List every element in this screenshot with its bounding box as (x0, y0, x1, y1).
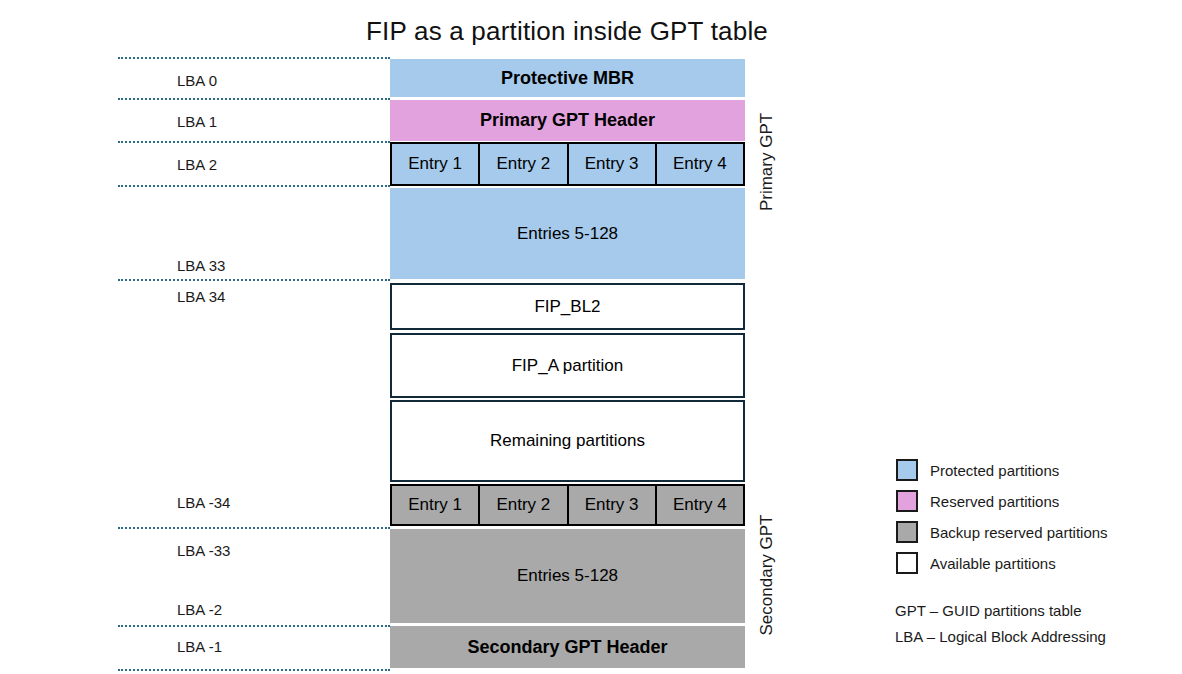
legend-label-protected: Protected partitions (930, 462, 1059, 479)
lba-label-2: LBA 2 (177, 156, 217, 174)
protected-swatch-icon (896, 459, 918, 481)
dotted-leader-line (118, 669, 390, 671)
reserved-swatch-icon (896, 490, 918, 512)
lba-label-neg-34: LBA -34 (177, 494, 230, 512)
block-secondary-entries-rest: Entries 5-128 (390, 529, 745, 623)
dotted-leader-line (118, 279, 390, 281)
lba-label-0: LBA 0 (177, 72, 217, 90)
legend-item-available: Available partitions (896, 552, 1108, 574)
block-secondary-gpt-header: Secondary GPT Header (390, 626, 745, 668)
dotted-leader-line (118, 527, 390, 529)
legend-item-reserved: Reserved partitions (896, 490, 1108, 512)
block-protective-mbr: Protective MBR (390, 59, 745, 97)
primary-entry-cell-3: Entry 3 (567, 142, 657, 186)
legend-item-protected: Protected partitions (896, 459, 1108, 481)
secondary-entry-cell-2: Entry 2 (478, 484, 568, 526)
primary-entry-cell-1: Entry 1 (390, 142, 480, 186)
secondary-entry-cell-1: Entry 1 (390, 484, 480, 526)
lba-label-1: LBA 1 (177, 113, 217, 131)
secondary-entry-cell-3: Entry 3 (567, 484, 657, 526)
dotted-leader-line (118, 185, 390, 187)
page-title: FIP as a partition inside GPT table (366, 16, 768, 47)
legend-item-backup: Backup reserved partitions (896, 521, 1108, 543)
primary-entry-row: Entry 1 Entry 2 Entry 3 Entry 4 (390, 142, 745, 186)
dotted-leader-line (118, 57, 390, 59)
secondary-gpt-side-label: Secondary GPT (757, 515, 777, 636)
legend: Protected partitions Reserved partitions… (896, 459, 1108, 583)
legend-label-available: Available partitions (930, 555, 1056, 572)
dotted-leader-line (118, 141, 390, 143)
secondary-entry-cell-4: Entry 4 (655, 484, 745, 526)
lba-label-neg-33: LBA -33 (177, 542, 230, 560)
backup-swatch-icon (896, 521, 918, 543)
primary-entry-cell-4: Entry 4 (655, 142, 745, 186)
gpt-abbreviation: GPT – GUID partitions table (895, 598, 1106, 624)
available-swatch-icon (896, 552, 918, 574)
dotted-leader-line (118, 98, 390, 100)
primary-entry-cell-2: Entry 2 (478, 142, 568, 186)
lba-abbreviation: LBA – Logical Block Addressing (895, 624, 1106, 650)
diagram-canvas: FIP as a partition inside GPT table LBA … (0, 0, 1182, 674)
block-fip-a-partition: FIP_A partition (390, 333, 745, 398)
block-remaining-partitions: Remaining partitions (390, 400, 745, 482)
block-primary-entries-rest: Entries 5-128 (390, 188, 745, 279)
lba-label-neg-2: LBA -2 (177, 601, 222, 619)
lba-label-34: LBA 34 (177, 288, 225, 306)
lba-label-33: LBA 33 (177, 257, 225, 275)
secondary-entry-row: Entry 1 Entry 2 Entry 3 Entry 4 (390, 484, 745, 526)
lba-label-neg-1: LBA -1 (177, 638, 222, 656)
block-fip-bl2: FIP_BL2 (390, 283, 745, 330)
dotted-leader-line (118, 625, 390, 627)
abbreviation-key: GPT – GUID partitions table LBA – Logica… (895, 598, 1106, 650)
legend-label-reserved: Reserved partitions (930, 493, 1059, 510)
block-primary-gpt-header: Primary GPT Header (390, 100, 745, 141)
primary-gpt-side-label: Primary GPT (757, 113, 777, 211)
legend-label-backup: Backup reserved partitions (930, 524, 1108, 541)
